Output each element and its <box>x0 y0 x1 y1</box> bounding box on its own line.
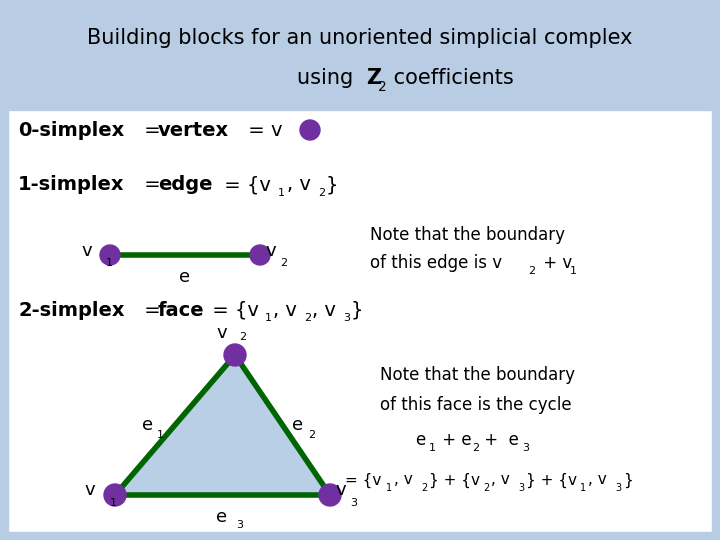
Text: =: = <box>138 120 167 139</box>
Text: = {v: = {v <box>206 300 259 320</box>
Text: 2: 2 <box>280 258 287 268</box>
Text: 2: 2 <box>308 430 315 440</box>
Text: 2: 2 <box>483 483 490 493</box>
Text: 1: 1 <box>386 483 392 493</box>
Text: v: v <box>265 242 276 260</box>
Text: of this edge is v: of this edge is v <box>370 254 502 272</box>
Text: e: e <box>217 508 228 526</box>
Text: 1: 1 <box>106 258 113 268</box>
Circle shape <box>250 245 270 265</box>
Text: v: v <box>84 481 95 499</box>
Text: }: } <box>326 176 338 194</box>
Text: e: e <box>142 416 153 434</box>
Circle shape <box>319 484 341 506</box>
Text: +  e: + e <box>479 431 519 449</box>
Text: =: = <box>138 300 167 320</box>
Text: 1-simplex: 1-simplex <box>18 176 125 194</box>
Text: } + {v: } + {v <box>429 472 480 488</box>
Text: 2: 2 <box>378 80 387 94</box>
Text: Building blocks for an unoriented simplicial complex: Building blocks for an unoriented simpli… <box>87 28 633 48</box>
Text: 1: 1 <box>110 498 117 508</box>
Text: = {v: = {v <box>218 176 271 194</box>
Text: 1: 1 <box>570 266 577 276</box>
Text: 3: 3 <box>350 498 357 508</box>
Text: = v: = v <box>242 120 282 139</box>
Text: edge: edge <box>158 176 212 194</box>
Text: Note that the boundary: Note that the boundary <box>370 226 565 244</box>
Text: 3: 3 <box>518 483 524 493</box>
Text: , v: , v <box>588 472 607 488</box>
Text: coefficients: coefficients <box>387 68 514 88</box>
Text: 2: 2 <box>421 483 427 493</box>
Text: e: e <box>415 431 426 449</box>
Text: , v: , v <box>491 472 510 488</box>
Text: 1: 1 <box>580 483 586 493</box>
Polygon shape <box>115 355 330 495</box>
Text: 2-simplex: 2-simplex <box>18 300 125 320</box>
Text: e: e <box>179 268 191 286</box>
Text: Note that the boundary: Note that the boundary <box>380 366 575 384</box>
Text: v: v <box>335 481 346 499</box>
Text: + e: + e <box>437 431 472 449</box>
Text: 3: 3 <box>522 443 529 453</box>
Text: , v: , v <box>312 300 336 320</box>
Text: 2: 2 <box>472 443 479 453</box>
Circle shape <box>224 344 246 366</box>
Text: =: = <box>138 176 167 194</box>
Text: 3: 3 <box>615 483 621 493</box>
Text: 1: 1 <box>429 443 436 453</box>
Text: v: v <box>81 242 92 260</box>
Text: vertex: vertex <box>158 120 229 139</box>
Text: of this face is the cycle: of this face is the cycle <box>380 396 572 414</box>
Text: + v: + v <box>538 254 572 272</box>
Text: 2: 2 <box>239 332 246 342</box>
Text: 2: 2 <box>318 188 325 198</box>
Text: }: } <box>351 300 364 320</box>
Text: 3: 3 <box>236 520 243 530</box>
Text: 1: 1 <box>265 313 272 323</box>
Text: 1: 1 <box>278 188 285 198</box>
Text: Z: Z <box>366 68 381 88</box>
Text: v: v <box>217 324 227 342</box>
Text: using: using <box>297 68 360 88</box>
Text: } + {v: } + {v <box>526 472 577 488</box>
Text: , v: , v <box>273 300 297 320</box>
Circle shape <box>300 120 320 140</box>
Text: face: face <box>158 300 204 320</box>
Text: 3: 3 <box>343 313 350 323</box>
Text: 1: 1 <box>157 430 164 440</box>
Text: 0-simplex: 0-simplex <box>18 120 125 139</box>
Text: 2: 2 <box>304 313 311 323</box>
Text: , v: , v <box>287 176 311 194</box>
Text: }: } <box>623 472 633 488</box>
Text: e: e <box>292 416 303 434</box>
Circle shape <box>104 484 126 506</box>
Text: 2: 2 <box>528 266 535 276</box>
FancyBboxPatch shape <box>8 110 712 532</box>
Text: , v: , v <box>394 472 413 488</box>
Circle shape <box>100 245 120 265</box>
Text: = {v: = {v <box>345 472 382 488</box>
